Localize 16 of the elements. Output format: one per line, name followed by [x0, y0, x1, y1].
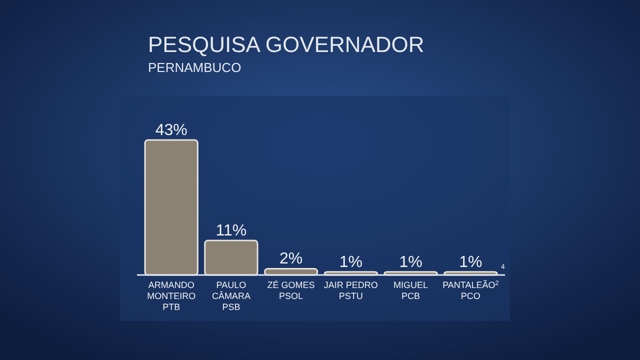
- bar: [204, 240, 258, 276]
- chart-title: PESQUISA GOVERNADOR: [148, 32, 424, 57]
- category-label: PANTALEÃO$^{2}$ PCO: [442, 280, 499, 301]
- x-tick-label: ZÉ GOMES PSOL: [267, 280, 315, 301]
- chart-subtitle: PERNAMBUCO: [148, 60, 242, 75]
- data-label: 11%: [216, 222, 247, 240]
- x-tick-label: PAULO CÂMARA PSB: [212, 280, 250, 312]
- data-label: 1%: [339, 254, 362, 271]
- x-tick-label: MIGUEL PCB: [394, 280, 428, 301]
- data-label: 1%: [459, 254, 482, 271]
- x-tick-label: JAIR PEDRO PSTU: [324, 280, 378, 301]
- bar: [144, 139, 198, 276]
- x-tick-label: ARMANDO MONTEIRO PTB: [147, 280, 196, 312]
- data-label: 2%: [280, 250, 303, 268]
- data-label: 1%: [399, 254, 422, 271]
- data-label: 43%: [155, 122, 188, 139]
